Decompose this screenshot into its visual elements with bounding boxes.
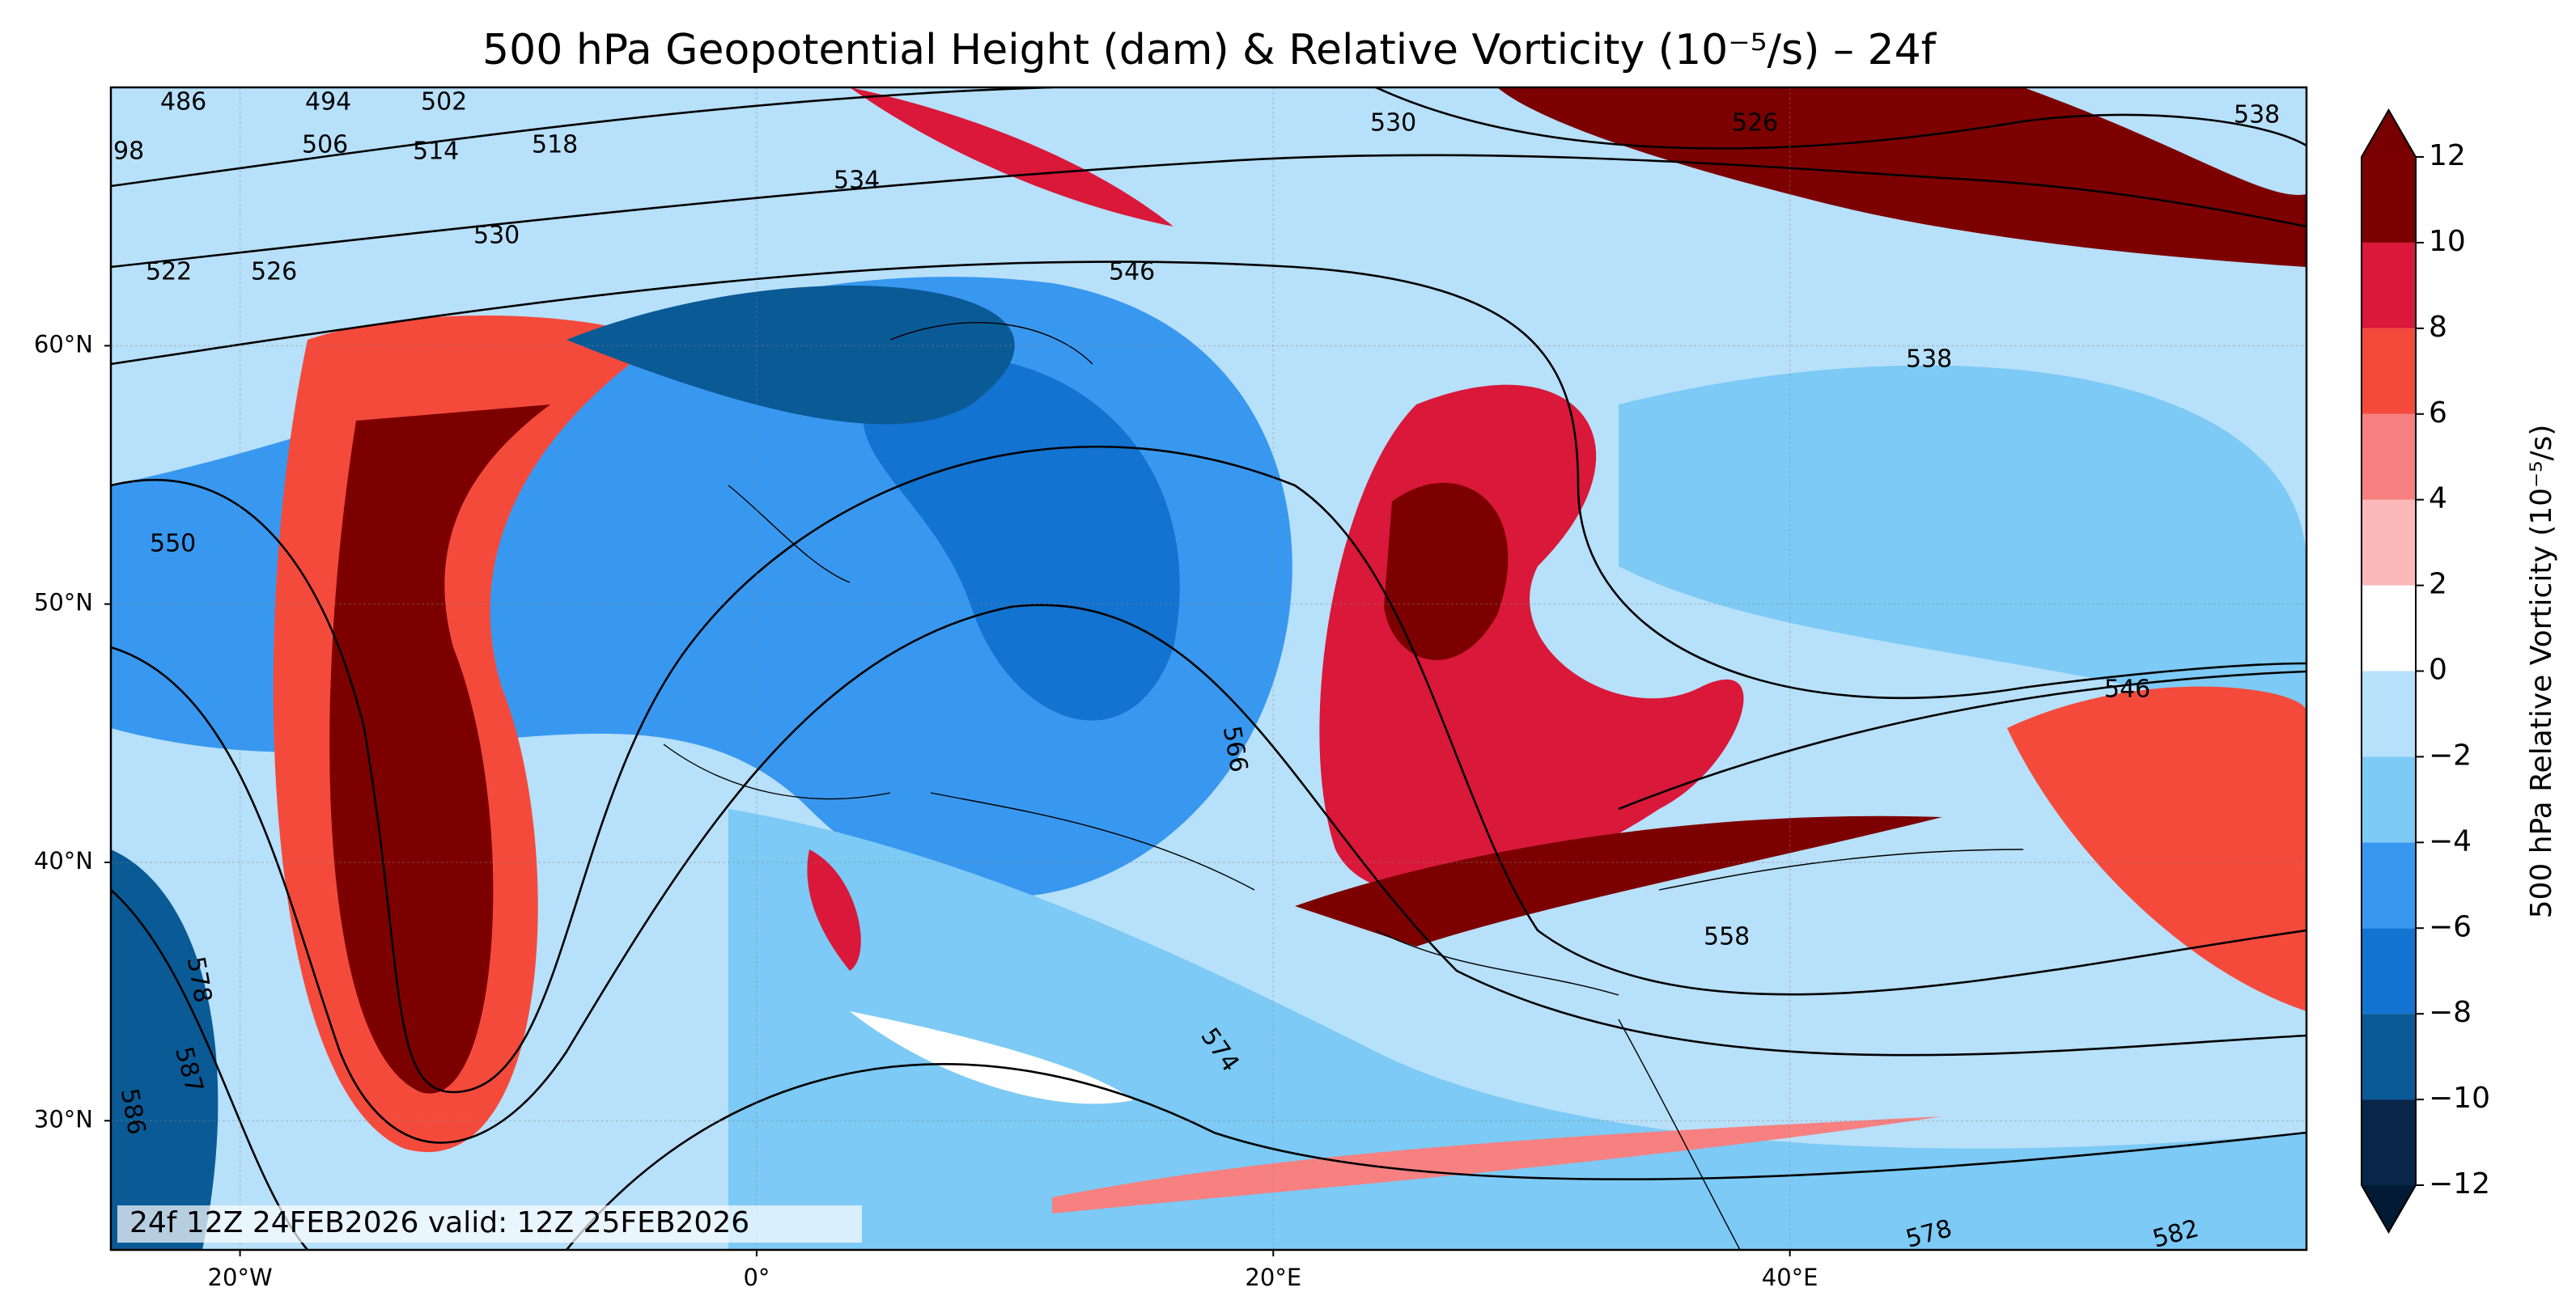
field-patch: [1295, 815, 1942, 947]
colorbar-bin: [2362, 242, 2416, 328]
y-tick-label: 40°N: [34, 847, 93, 875]
contour-label: 526: [1732, 109, 1778, 138]
contour-line: [111, 604, 2307, 1144]
contour-label: 98: [113, 138, 144, 166]
contour-label: 534: [834, 167, 880, 195]
contour-label: 530: [1370, 109, 1416, 138]
contour-label: 486: [160, 88, 206, 116]
field-patch: [1619, 365, 2307, 728]
contour-line: [1375, 87, 2307, 150]
colorbar-tick-label: 0: [2429, 654, 2447, 687]
colorbar-bin: [2362, 585, 2416, 671]
colorbar-bin: [2362, 928, 2416, 1014]
field-patch: [807, 849, 861, 971]
field-patch: [567, 285, 1015, 425]
colorbar-bin: [2362, 413, 2416, 500]
annotation: 24f 12Z 24FEB2026 valid: 12Z 25FEB2026: [129, 1206, 749, 1239]
contour-label: 558: [1704, 923, 1750, 951]
contour-label: 514: [413, 138, 459, 166]
colorbar-tick-label: 2: [2429, 568, 2447, 601]
colorbar-bin: [2362, 499, 2416, 586]
colorbar-tick-label: 12: [2429, 139, 2466, 172]
colorbar-tick-label: −4: [2429, 824, 2472, 858]
contour-line: [565, 1063, 2307, 1250]
colorbar-bin: [2362, 842, 2416, 929]
x-tick-label: 20°W: [208, 1264, 273, 1291]
annotation-box: [117, 1205, 862, 1243]
colorbar-extend-under: [2362, 1185, 2416, 1232]
colorbar-bin: [2362, 671, 2416, 757]
contour-label: 518: [532, 131, 578, 159]
height-contours: [111, 87, 2307, 1250]
colorbar-bin: [2362, 328, 2416, 414]
contour-label: 538: [1906, 345, 1952, 374]
contour-label: 502: [421, 88, 467, 116]
field-patch: [1497, 87, 2307, 267]
contour-line: [111, 445, 2307, 1094]
colorbar-tick-label: 6: [2429, 396, 2447, 430]
contour-line: [111, 154, 2307, 269]
contour-label: 550: [150, 530, 196, 558]
contour-line: [1618, 670, 2307, 811]
contour-label: 526: [251, 258, 297, 286]
field-patch: [850, 1011, 1133, 1104]
contour-label: 522: [146, 258, 192, 286]
colorbar-bin: [2362, 756, 2416, 843]
vorticity-field: [111, 87, 2307, 1250]
colorbar: −12 −10 −8 −6 −4 −2 0 2 4 6 8 10 12: [2361, 108, 2490, 1234]
x-tick-label: 40°E: [1762, 1264, 1818, 1291]
chart-title: 500 hPa Geopotential Height (dam) & Rela…: [482, 26, 1937, 74]
y-tick-label: 60°N: [34, 330, 93, 358]
field-patch: [111, 849, 219, 1250]
contour-label: 538: [2234, 101, 2280, 129]
field-patch: [1052, 1116, 1942, 1213]
contour-line: [111, 260, 2307, 700]
colorbar-tick-label: 10: [2429, 225, 2466, 258]
colorbar-tick-label: −6: [2429, 910, 2472, 943]
colorbar-tick-label: −8: [2429, 996, 2472, 1029]
x-tick-label: 0°: [743, 1264, 770, 1291]
coastline: [663, 322, 2024, 1250]
field-patch: [329, 404, 550, 1094]
field-patch: [1384, 482, 1509, 660]
colorbar-tick-label: 4: [2429, 482, 2447, 515]
contour-line: [111, 87, 1053, 188]
contour-label: 546: [2104, 676, 2150, 704]
colorbar-bin: [2362, 1014, 2416, 1100]
field-patch: [850, 87, 1173, 227]
colorbar-bin: [2362, 1099, 2416, 1185]
colorbar-bin: [2362, 157, 2416, 243]
contour-label: 506: [302, 131, 348, 159]
contour-label: 546: [1109, 258, 1155, 286]
y-tick-label: 30°N: [34, 1105, 93, 1133]
x-tick-label: 20°E: [1245, 1264, 1301, 1291]
colorbar-label: 500 hPa Relative Vorticity (10⁻⁵/s): [2525, 425, 2558, 919]
contour-label: 494: [305, 88, 351, 116]
contour-label: 530: [473, 222, 520, 250]
colorbar-tick-label: −10: [2429, 1082, 2490, 1115]
field-patch: [2007, 686, 2307, 1011]
colorbar-tick-label: 8: [2429, 311, 2447, 344]
colorbar-tick-label: −2: [2429, 739, 2472, 772]
colorbar-tick-label: −12: [2429, 1167, 2490, 1201]
colorbar-extend-over: [2362, 110, 2416, 157]
y-tick-label: 50°N: [34, 589, 93, 616]
map-frame: [109, 86, 2308, 1252]
field-patch: [728, 809, 2307, 1250]
graticule: [111, 87, 2307, 1250]
